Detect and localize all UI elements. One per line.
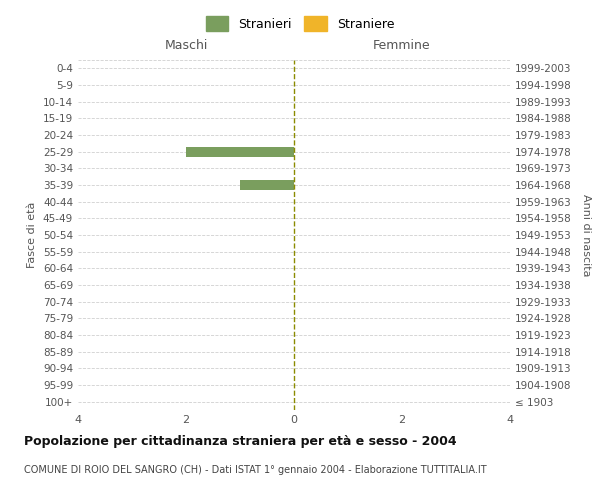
Text: Femmine: Femmine bbox=[373, 38, 431, 52]
Legend: Stranieri, Straniere: Stranieri, Straniere bbox=[201, 11, 399, 36]
Text: Maschi: Maschi bbox=[164, 38, 208, 52]
Text: COMUNE DI ROIO DEL SANGRO (CH) - Dati ISTAT 1° gennaio 2004 - Elaborazione TUTTI: COMUNE DI ROIO DEL SANGRO (CH) - Dati IS… bbox=[24, 465, 487, 475]
Y-axis label: Anni di nascita: Anni di nascita bbox=[581, 194, 591, 276]
Bar bbox=[240, 180, 294, 190]
Bar bbox=[186, 146, 294, 156]
Y-axis label: Fasce di età: Fasce di età bbox=[28, 202, 37, 268]
Text: Popolazione per cittadinanza straniera per età e sesso - 2004: Popolazione per cittadinanza straniera p… bbox=[24, 435, 457, 448]
